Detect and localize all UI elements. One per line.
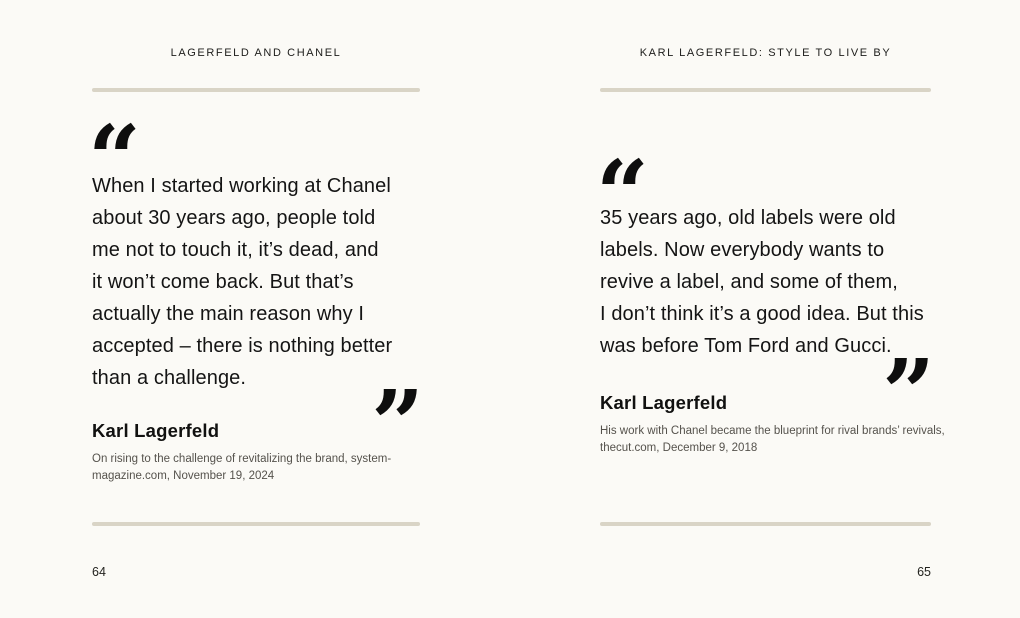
top-rule-right (600, 88, 931, 92)
page-right: KARL LAGERFELD: STYLE TO LIVE BY “ 35 ye… (596, 0, 945, 618)
quote-attribution: On rising to the challenge of revitalizi… (92, 453, 392, 482)
bottom-rule-right (600, 522, 931, 526)
bottom-rule-left (92, 522, 420, 526)
close-quote-icon: ” (371, 370, 424, 478)
open-quote-icon: “ (88, 105, 141, 213)
open-quote-icon: “ (596, 140, 649, 248)
author-name: Karl Lagerfeld (92, 420, 220, 441)
running-header-left: LAGERFELD AND CHANEL (170, 47, 342, 59)
close-quote-icon: ” (882, 339, 935, 447)
page-number: 64 (92, 565, 106, 579)
page-left: LAGERFELD AND CHANEL “ When I started wo… (88, 0, 424, 618)
quote-text: 35 years ago, old labels were old labels… (600, 207, 924, 357)
author-name: Karl Lagerfeld (600, 392, 728, 413)
top-rule-left (92, 88, 420, 92)
page-number: 65 (917, 565, 931, 579)
quote-attribution: His work with Chanel became the blueprin… (600, 425, 945, 454)
running-header-right: KARL LAGERFELD: STYLE TO LIVE BY (639, 47, 892, 59)
quote-text: When I started working at Chanel about 3… (92, 175, 393, 389)
